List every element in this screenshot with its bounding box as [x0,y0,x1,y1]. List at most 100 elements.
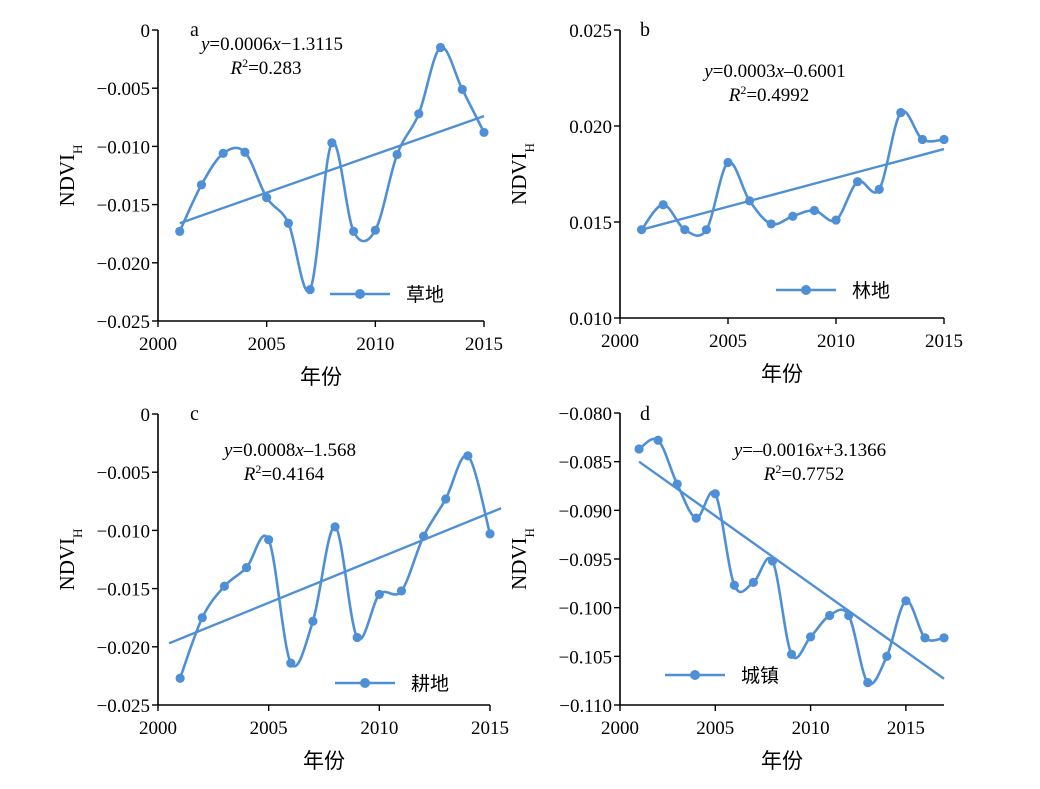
superscript-two: 2 [740,83,746,97]
data-point [896,107,906,118]
y-tick-label: −0.105 [559,647,612,668]
data-point [637,225,647,235]
data-point [634,444,644,454]
data-point [723,157,733,168]
x-axis-title: 年份 [761,362,803,386]
x-tick-label: 2000 [139,334,177,355]
x-tick-label: 2005 [248,334,286,355]
y-axis-title: NDVIH [55,529,85,591]
x-tick-label: 2010 [356,334,394,355]
data-point [352,632,362,643]
data-point [844,610,854,621]
data-point [218,148,228,158]
data-point [175,226,185,236]
data-point [264,535,274,545]
data-point [457,84,467,94]
x-tick-label: 2000 [601,718,639,739]
data-point [691,513,701,523]
x-tick-label: 2010 [817,331,855,352]
x-tick-label: 2015 [465,334,503,355]
data-point [374,589,384,600]
regression-equation: y=0.0003x–0.6001 [702,61,846,82]
y-tick-label: −0.085 [559,453,612,474]
r-squared: R2=0.4164 [243,462,325,485]
y-axis-title: NDVIH [507,528,537,590]
data-point [917,134,928,145]
data-point [920,633,930,643]
data-point [463,451,473,461]
x-tick-label: 2000 [601,331,639,352]
y-tick-label: 0.025 [569,21,612,42]
y-tick-label: −0.010 [97,521,150,542]
y-axis-title: NDVIH [55,145,85,207]
y-tick-label: −0.010 [97,137,150,158]
data-point [901,596,911,606]
x-tick-label: 2000 [139,718,177,739]
legend-marker [690,670,700,680]
x-axis-title: 年份 [761,749,803,773]
y-tick-label: 0 [141,405,151,426]
data-point [308,616,318,626]
data-point [349,226,359,236]
x-tick-label: 2015 [925,331,963,352]
y-tick-label: −0.020 [97,254,150,275]
data-point [262,193,272,203]
regression-equation: y=0.0008x–1.568 [222,440,356,461]
data-point [414,109,424,119]
x-tick-label: 2005 [709,331,747,352]
legend-label: 城镇 [741,665,779,687]
y-tick-label: −0.020 [97,638,150,659]
data-point [701,225,712,235]
trend-line [638,460,945,680]
data-point [882,651,892,661]
data-point [305,284,315,295]
data-point [680,225,690,235]
data-point [863,678,873,688]
data-point [283,218,293,228]
panel-letter: b [640,19,650,41]
legend-marker [355,289,365,299]
data-point [330,522,340,532]
data-point [786,649,797,659]
data-point [370,225,380,235]
data-point [396,586,407,596]
data-point [653,435,663,445]
y-tick-label: 0.015 [569,213,612,234]
x-tick-label: 2015 [471,718,509,739]
x-tick-label: 2010 [792,718,830,739]
data-point [767,556,778,566]
y-tick-label: −0.005 [97,79,150,100]
data-point [745,196,755,206]
y-tick-label: −0.110 [559,696,612,717]
series-line [178,454,492,679]
regression-equation: y=0.0006x−1.3115 [199,34,343,55]
panel-letter: c [190,403,199,425]
y-tick-label: 0.010 [569,309,612,330]
data-point [286,658,296,668]
r-squared: R2=0.4992 [728,83,810,106]
superscript-two: 2 [775,462,781,476]
x-axis-title: 年份 [300,365,342,389]
data-point [485,529,495,539]
regression-equation: y=–0.0016x+3.1366 [732,440,886,461]
data-point [766,219,776,229]
r-squared: R2=0.7752 [763,462,845,485]
legend-marker [801,285,811,295]
panel-letter: a [190,19,199,41]
y-tick-label: −0.090 [559,501,612,522]
data-point [419,531,429,541]
data-point [672,479,682,489]
data-point [240,147,250,157]
y-tick-label: −0.025 [97,696,150,717]
y-tick-label: −0.015 [97,196,150,217]
legend-label: 草地 [406,284,444,306]
data-point [788,211,798,221]
x-tick-label: 2005 [250,718,288,739]
superscript-two: 2 [242,56,248,70]
trend-line [168,507,502,645]
x-tick-label: 2010 [360,718,398,739]
y-tick-label: −0.025 [97,312,150,333]
